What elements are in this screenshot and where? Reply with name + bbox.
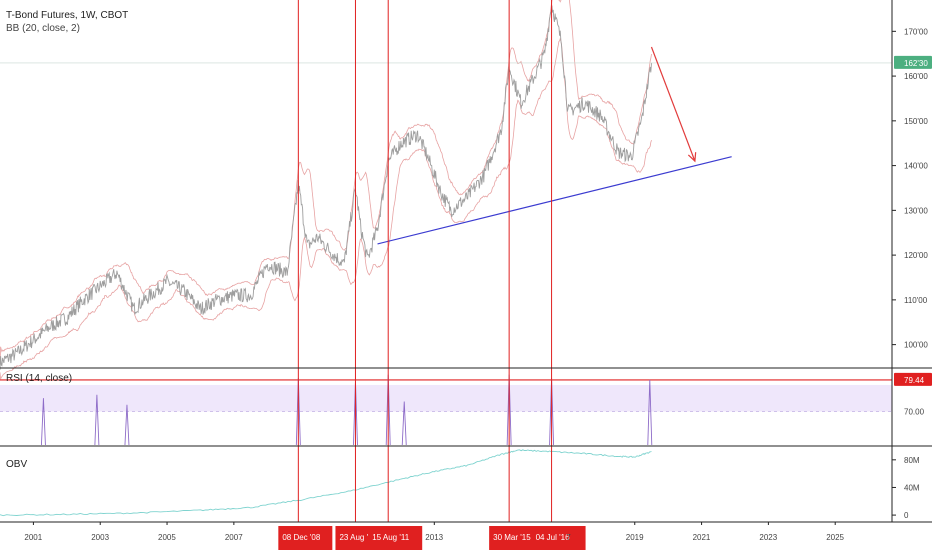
xtick-label: 2005: [158, 533, 176, 542]
price-ytick-label: 110'00: [904, 296, 928, 305]
chart-title: T-Bond Futures, 1W, CBOT: [6, 10, 129, 21]
x-axis: 2001 2003 2005 2007 2013 2019 2021 2023 2025 7: [24, 522, 845, 542]
obv-ytick-label: 0: [904, 511, 909, 520]
xtick-label-partial: 7: [566, 533, 571, 542]
obv-label: OBV: [6, 459, 28, 470]
xtick-label: 2025: [826, 533, 844, 542]
rsi-tag-box: [894, 372, 932, 386]
price-ytick-label: 120'00: [904, 251, 928, 260]
price-pane: [0, 0, 892, 380]
xtick-label: 2021: [693, 533, 711, 542]
xtick-label: 2003: [91, 533, 109, 542]
main-legend: T-Bond Futures, 1W, CBOT BB (20, close, …: [6, 9, 128, 35]
xtick-label: 2001: [24, 533, 42, 542]
event-marker-tag: [278, 526, 333, 550]
event-markers: 08 Dec '08 23 Aug '1 15 Aug '11 30 Mar '15 0…: [278, 0, 586, 550]
xtick-label: 2023: [759, 533, 777, 542]
xtick-label: 2013: [425, 533, 443, 542]
rsi-spike: [94, 394, 100, 446]
event-marker-tag: [531, 526, 586, 550]
price-series-line: [0, 5, 652, 370]
forecast-arrow-head: [687, 152, 697, 163]
support-trend-line: [377, 156, 732, 245]
price-ytick-label: 100'00: [904, 341, 928, 350]
y-axes: 100'00 110'00 120'00 130'00 140'00 150'00 160'…: [0, 0, 932, 523]
price-ytick-label: 130'00: [904, 206, 928, 215]
obv-ytick-label: 80M: [904, 456, 920, 465]
price-tag-label: 162'30: [904, 59, 928, 68]
obv-ytick-label: 40M: [904, 483, 920, 492]
obv-legend: OBV: [6, 458, 27, 471]
obv-pane: [0, 449, 652, 517]
rsi-spike: [647, 379, 653, 446]
event-marker-label: 04 Jul '16: [536, 533, 571, 542]
event-marker-tag: [368, 526, 423, 550]
rsi-level-label: 70.00: [904, 408, 925, 417]
xtick-label: 2007: [225, 533, 243, 542]
price-ytick-label: 140'00: [904, 162, 928, 171]
event-marker-label: 23 Aug '1: [339, 533, 373, 542]
price-tag-box: [894, 55, 932, 69]
bb-upper-band: [0, 0, 652, 368]
rsi-overbought-band: [0, 384, 892, 412]
bb-lower-band: [0, 38, 652, 380]
event-marker-label: 15 Aug '11: [372, 533, 410, 542]
xtick-label: 2019: [626, 533, 644, 542]
event-marker-label: 08 Dec '08: [282, 533, 321, 542]
value-tags: 162'30 79.44: [894, 55, 932, 386]
bb-indicator-label: BB (20, close, 2): [6, 23, 80, 34]
event-marker-label: 30 Mar '15: [493, 533, 531, 542]
rsi-spike: [124, 404, 130, 446]
forecast-arrow: [650, 46, 696, 162]
obv-series-line: [0, 449, 652, 517]
rsi-legend: RSI (14, close): [6, 372, 72, 385]
price-ytick-label: 170'00: [904, 27, 928, 36]
rsi-tag-label: 79.44: [904, 376, 925, 385]
rsi-spike: [401, 401, 407, 446]
rsi-label: RSI (14, close): [6, 373, 73, 384]
price-ytick-label: 160'00: [904, 72, 928, 81]
price-ytick-label: 150'00: [904, 117, 928, 126]
rsi-spike: [40, 398, 46, 446]
rsi-pane: [0, 374, 892, 446]
